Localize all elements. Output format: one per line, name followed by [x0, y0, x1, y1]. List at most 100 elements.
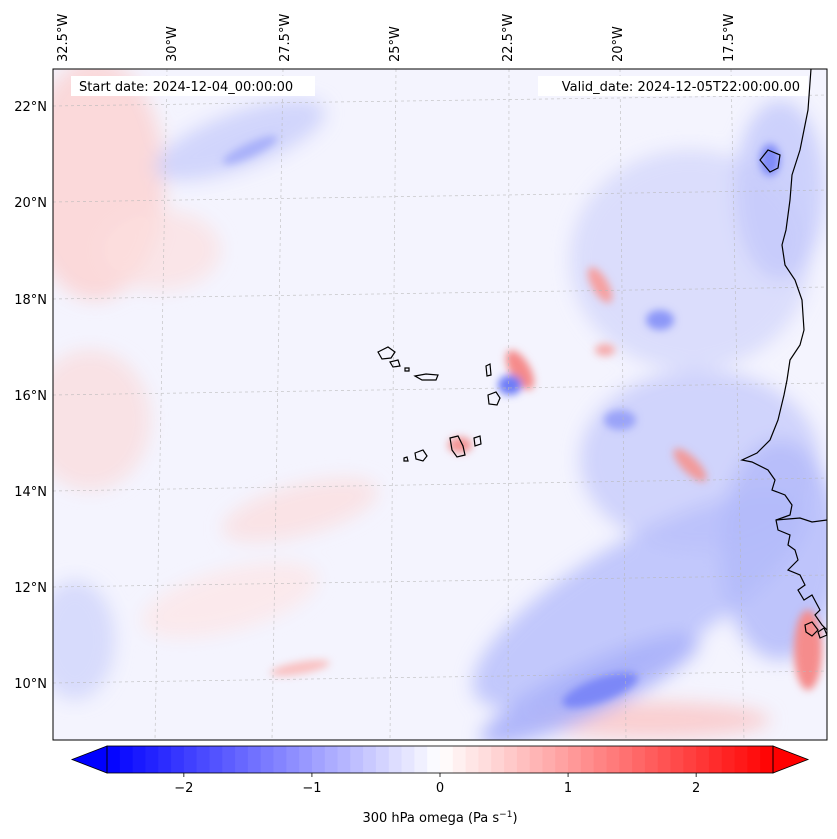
- colorbar-segment: [311, 746, 326, 773]
- colorbar-segment: [504, 746, 518, 773]
- colorbar-segment: [555, 746, 569, 773]
- colorbar-segment: [299, 746, 313, 773]
- lon-label: 17.5°W: [722, 14, 737, 62]
- colorbar-segment: [247, 746, 262, 773]
- cape-verde-sao-vicente: [389, 359, 401, 368]
- colorbar-segment: [119, 746, 134, 773]
- colorbar-segment: [593, 746, 608, 773]
- guinea-bissau-coast: [804, 621, 819, 637]
- lon-label: 25°W: [388, 26, 403, 62]
- colorbar-segment: [491, 746, 505, 773]
- colorbar-segment: [542, 746, 556, 773]
- cape-verde-sal: [485, 363, 492, 377]
- colorbar-segment: [747, 746, 761, 773]
- colorbar-segment: [632, 746, 646, 773]
- start-date-label: Start date: 2024-12-04_00:00:00: [79, 80, 293, 95]
- colorbar-segment: [606, 746, 620, 773]
- colorbar-segment: [644, 746, 659, 773]
- colorbar-segment: [696, 746, 710, 773]
- colorbar-tick-label: −2: [174, 781, 193, 796]
- lon-label: 20°W: [611, 26, 626, 62]
- cape-verde-boa-vista: [487, 391, 501, 406]
- colorbar-segment: [529, 746, 544, 773]
- map-frame: [52, 68, 828, 741]
- colorbar-segment: [209, 746, 223, 773]
- colorbar-segment: [657, 746, 672, 773]
- colorbar-segment: [363, 746, 377, 773]
- lon-label: 27.5°W: [278, 14, 293, 62]
- lat-label: 10°N: [14, 677, 47, 692]
- lat-label: 22°N: [14, 100, 47, 115]
- colorbar-segment: [427, 746, 441, 773]
- colorbar-segment: [452, 746, 467, 773]
- colorbar-segment: [478, 746, 492, 773]
- colorbar-segment: [324, 746, 339, 773]
- colorbar-segment: [465, 746, 480, 773]
- colorbar-segment: [145, 746, 159, 773]
- meridian-32-5w: [38, 69, 50, 740]
- start-date-box: Start date: 2024-12-04_00:00:00: [71, 76, 315, 96]
- colorbar-segment: [683, 746, 697, 773]
- colorbar-segment: [337, 746, 351, 773]
- meridian-27-5w: [271, 69, 284, 740]
- colorbar-segment: [107, 746, 121, 773]
- colorbar-segment: [721, 746, 736, 773]
- colorbar-segment: [440, 746, 454, 773]
- valid-date-box: Valid_date: 2024-12-05T22:00:00.00: [538, 76, 808, 96]
- cape-verde-maio: [473, 435, 482, 447]
- colorbar-segment: [414, 746, 428, 773]
- map-gridlines: [38, 69, 827, 740]
- senegal-islands: [759, 149, 781, 173]
- colorbar-segment: [286, 746, 300, 773]
- colorbar-label: 300 hPa omega (Pa s−1): [362, 810, 517, 826]
- meridian-22-5w: [507, 69, 510, 740]
- africa-coastline: [740, 69, 827, 631]
- colorbar-segment: [375, 746, 390, 773]
- lon-label: 32.5°W: [56, 14, 71, 62]
- cape-verde-santa-luzia: [404, 367, 410, 372]
- meridian-25w: [389, 69, 397, 740]
- colorbar-tick-label: 1: [564, 781, 572, 796]
- cape-verde-fogo: [414, 449, 428, 462]
- colorbar-ticks: −2 −1 0 1 2: [174, 773, 700, 796]
- colorbar-segment: [760, 746, 774, 773]
- meridian-30w: [154, 69, 168, 740]
- colorbar-segment: [568, 746, 582, 773]
- colorbar-extend-high: [772, 745, 810, 774]
- colorbar-segment: [158, 746, 172, 773]
- lon-label: 22.5°W: [501, 14, 516, 62]
- meridian-17-5w: [730, 69, 745, 740]
- colorbar-segment: [516, 746, 531, 773]
- colorbar-segment: [388, 746, 403, 773]
- cape-verde-santiago: [449, 435, 466, 458]
- omega-field: [53, 69, 827, 740]
- colorbar-segment: [734, 746, 748, 773]
- lon-labels: 32.5°W 30°W 27.5°W 25°W 22.5°W 20°W 17.5…: [56, 14, 737, 62]
- lat-label: 16°N: [14, 389, 47, 404]
- colorbar-segment: [708, 746, 723, 773]
- colorbar-segment: [580, 746, 595, 773]
- cape-verde-brava: [403, 456, 409, 462]
- valid-date-label: Valid_date: 2024-12-05T22:00:00.00: [562, 80, 800, 95]
- colorbar-segment: [183, 746, 198, 773]
- colorbar-segment: [235, 746, 249, 773]
- colorbar-tick-label: 0: [436, 781, 444, 796]
- colorbar-segment: [401, 746, 415, 773]
- colorbar-segment: [222, 746, 236, 773]
- colorbar: −2 −1 0 1 2 300 hPa omega (Pa s−1): [70, 745, 810, 826]
- colorbar-tick-label: −1: [302, 781, 321, 796]
- omega-field-cells: [222, 135, 822, 708]
- cape-verde-santo-antao: [377, 346, 396, 360]
- coastlines: [377, 69, 827, 639]
- gambia-inlet: [775, 517, 827, 523]
- omega-field-broad: [53, 69, 827, 740]
- colorbar-segment: [670, 746, 684, 773]
- colorbar-extend-low: [70, 745, 108, 774]
- colorbar-tick-label: 2: [692, 781, 700, 796]
- lat-label: 12°N: [14, 581, 47, 596]
- lat-labels: 22°N 20°N 18°N 16°N 14°N 12°N 10°N: [14, 100, 47, 692]
- colorbar-segment: [132, 746, 147, 773]
- colorbar-segment: [350, 746, 364, 773]
- colorbar-segment: [260, 746, 275, 773]
- colorbar-segment: [273, 746, 287, 773]
